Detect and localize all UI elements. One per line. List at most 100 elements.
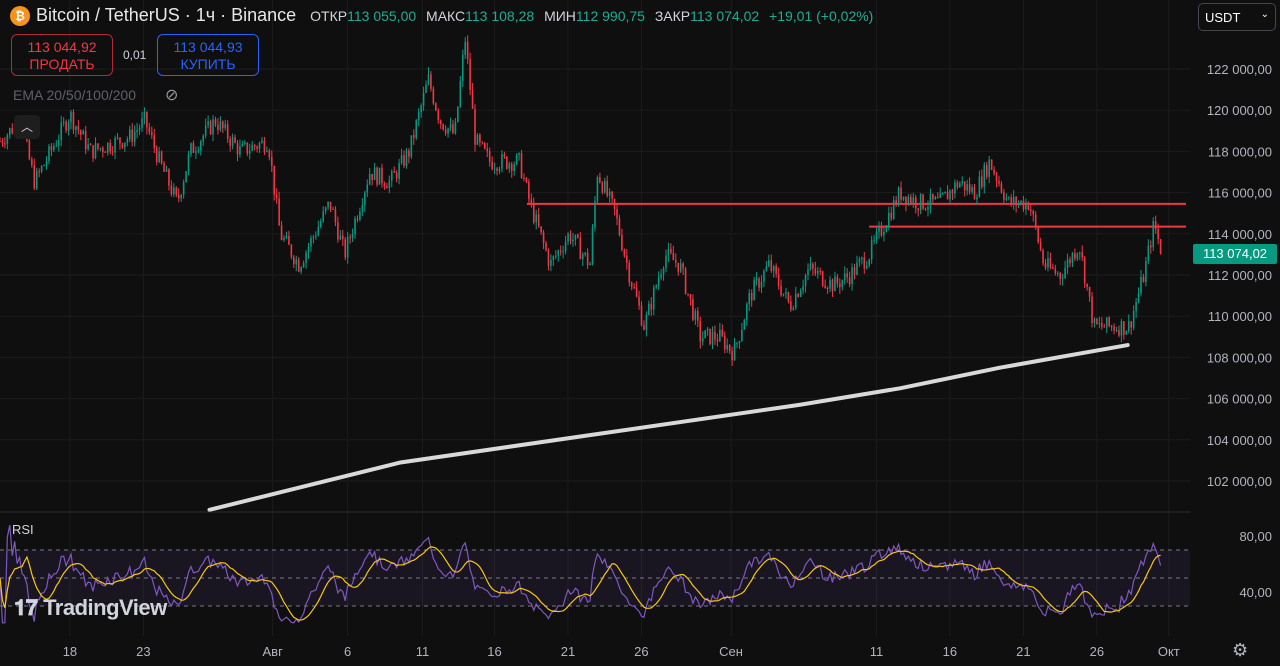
candle xyxy=(273,165,276,195)
tradingview-logo[interactable]: 𝟏𝟕 TradingView xyxy=(14,595,167,621)
candle xyxy=(973,187,976,200)
candle xyxy=(513,164,515,171)
candle xyxy=(280,225,283,240)
rsi-label[interactable]: RSI xyxy=(12,522,34,537)
candle xyxy=(775,266,777,274)
candle xyxy=(1101,322,1103,327)
candle xyxy=(821,271,824,286)
candle xyxy=(1086,283,1088,288)
candle xyxy=(491,161,493,170)
candle xyxy=(728,344,731,351)
candle xyxy=(628,262,631,283)
candle xyxy=(1142,276,1145,283)
candle xyxy=(6,135,9,144)
candle xyxy=(711,331,714,345)
candle xyxy=(261,140,263,144)
candle xyxy=(72,111,75,130)
candle xyxy=(354,218,356,235)
candle xyxy=(307,246,310,253)
rsi-pane xyxy=(0,524,1190,624)
candle xyxy=(547,250,550,266)
candle xyxy=(97,143,99,149)
candle xyxy=(481,142,484,144)
candle xyxy=(1010,197,1013,205)
candle xyxy=(853,267,856,275)
candle xyxy=(1044,263,1047,268)
candle xyxy=(219,121,222,130)
candle xyxy=(109,142,111,152)
x-tick-label: Авг xyxy=(263,644,284,659)
ema200-line xyxy=(207,343,1130,512)
symbol-title[interactable]: Bitcoin / TetherUS · 1ч · Binance xyxy=(36,5,297,25)
candle xyxy=(657,277,660,286)
ohlc-values: ОТКР113 055,00 МАКС113 108,28 МИН112 990… xyxy=(310,8,879,24)
candle xyxy=(173,187,175,195)
candle xyxy=(981,176,983,187)
candle xyxy=(270,157,273,166)
candle xyxy=(80,130,82,135)
candle xyxy=(704,330,706,339)
candle xyxy=(371,173,373,181)
currency-select[interactable]: USDT ⌄ xyxy=(1198,3,1276,31)
candle xyxy=(395,172,398,179)
y-tick-label: 110 000,00 xyxy=(1208,309,1272,324)
hide-eye-icon[interactable]: ⊘ xyxy=(165,87,179,104)
candle xyxy=(1103,326,1106,328)
candle xyxy=(753,280,755,301)
collapse-chevron-icon[interactable]: ︿ xyxy=(14,115,40,139)
candle xyxy=(674,260,677,263)
candle xyxy=(1042,250,1044,264)
candle xyxy=(8,128,11,136)
indicator-legend[interactable]: EMA 20/50/100/200 xyxy=(13,87,136,103)
candle xyxy=(430,74,432,89)
candle xyxy=(917,208,919,211)
candle xyxy=(48,146,50,162)
candle xyxy=(961,181,964,184)
candle xyxy=(501,154,503,169)
candle xyxy=(92,145,94,159)
candle xyxy=(366,184,369,193)
candle xyxy=(368,173,371,185)
candle xyxy=(907,196,910,205)
candle xyxy=(295,259,298,265)
candle xyxy=(361,205,364,212)
candle xyxy=(322,211,325,222)
candle xyxy=(1157,229,1159,240)
y-tick-label: 118 000,00 xyxy=(1208,144,1272,159)
settings-gear-icon[interactable]: ⚙ xyxy=(1232,640,1249,660)
candle xyxy=(782,293,785,296)
candle xyxy=(466,41,469,59)
candle xyxy=(577,234,579,238)
candle xyxy=(1088,287,1091,297)
candle xyxy=(187,154,190,172)
candle xyxy=(640,305,643,326)
candle xyxy=(535,214,538,223)
candle xyxy=(875,231,878,240)
candle xyxy=(471,90,474,109)
candle xyxy=(116,137,119,139)
sell-button[interactable]: 113 044,92 ПРОДАТЬ xyxy=(11,34,113,76)
candle xyxy=(1052,267,1054,269)
candle xyxy=(474,108,476,145)
candle xyxy=(420,105,422,113)
candle xyxy=(736,343,738,345)
candle xyxy=(932,193,934,200)
candle xyxy=(124,142,126,148)
candle xyxy=(1066,259,1069,268)
candle xyxy=(224,124,227,129)
candle xyxy=(883,232,885,236)
candle xyxy=(163,163,165,172)
buy-button[interactable]: 113 044,93 КУПИТЬ xyxy=(157,34,259,76)
candle xyxy=(1098,322,1101,324)
candle xyxy=(0,141,1,143)
candle xyxy=(1137,293,1140,303)
candle xyxy=(1115,330,1118,332)
candle xyxy=(1027,202,1030,210)
candle xyxy=(364,192,366,206)
candle xyxy=(1030,209,1032,211)
candle xyxy=(111,151,114,153)
candle xyxy=(809,263,812,269)
candle xyxy=(253,144,256,147)
candle xyxy=(682,263,684,269)
